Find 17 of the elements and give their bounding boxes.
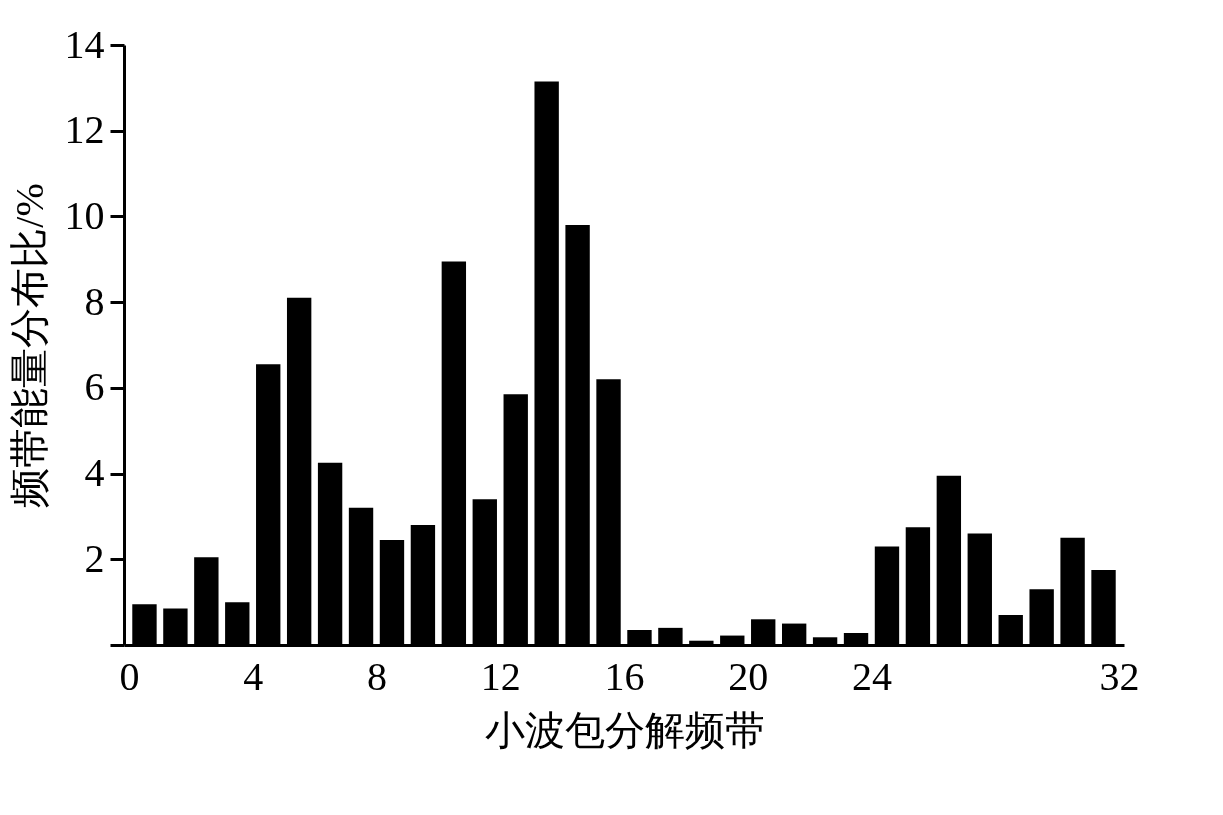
y-tick-label: 2 bbox=[84, 535, 105, 581]
x-tick-label: 0 bbox=[119, 653, 140, 699]
y-tick-label: 8 bbox=[84, 278, 105, 324]
y-tick-label: 10 bbox=[64, 192, 105, 238]
x-tick-label: 32 bbox=[1099, 653, 1140, 699]
x-tick-label: 12 bbox=[480, 653, 521, 699]
x-tick-label: 20 bbox=[728, 653, 769, 699]
x-tick-label: 24 bbox=[852, 653, 892, 699]
y-tick-label: 6 bbox=[84, 364, 105, 410]
y-tick-label: 12 bbox=[64, 107, 105, 153]
x-axis-title: 小波包分解频带 bbox=[484, 707, 765, 753]
x-tick-label: 4 bbox=[243, 653, 264, 699]
y-tick-label: 14 bbox=[64, 21, 105, 67]
y-tick-label: 4 bbox=[84, 450, 105, 496]
x-tick-label: 16 bbox=[604, 653, 645, 699]
y-axis-title: 频带能量分布比/% bbox=[6, 183, 52, 508]
x-tick-label: 8 bbox=[367, 653, 387, 699]
